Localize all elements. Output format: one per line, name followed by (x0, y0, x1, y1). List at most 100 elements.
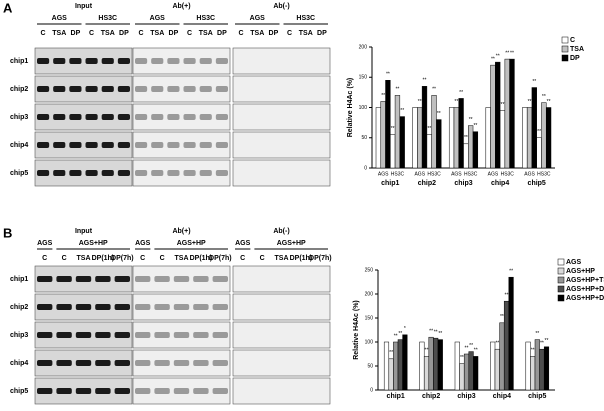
bar (437, 339, 443, 391)
gel-band (37, 276, 53, 282)
gel-band (135, 332, 151, 338)
gel-band (212, 276, 228, 282)
gel-band (56, 276, 72, 282)
bar (426, 134, 432, 169)
lane-label: DP (317, 30, 327, 37)
legend-swatch (561, 45, 569, 53)
lane-label: C (62, 255, 67, 262)
significance: ** (429, 329, 433, 335)
sub-category-label: HS3C (427, 171, 441, 177)
bar (399, 116, 405, 169)
gel-band (37, 332, 53, 338)
gel-band (167, 58, 180, 64)
significance: ** (381, 93, 385, 99)
gel-band (215, 58, 228, 64)
group-label: chip2 (418, 180, 436, 187)
row-label: chip1 (10, 276, 28, 283)
gel-band (135, 170, 148, 176)
gel-band (114, 360, 130, 366)
y-tick-label: 200 (365, 291, 374, 297)
gel-box (232, 103, 331, 131)
x-tick-label: chip5 (528, 393, 546, 400)
group-label: HS3C (98, 15, 117, 22)
gel-title: Ab(+) (172, 228, 190, 235)
y-tick-label: 150 (365, 315, 374, 321)
lane-label: TSA (101, 30, 115, 37)
significance: ** (438, 331, 442, 337)
significance: ** (469, 117, 473, 123)
bar (421, 86, 428, 169)
significance: ** (495, 341, 499, 347)
bar (402, 334, 408, 391)
bar (463, 143, 469, 169)
group-label: chip4 (491, 180, 509, 187)
bar (504, 58, 510, 169)
gel-band (151, 170, 164, 176)
bar (423, 356, 430, 391)
gel-band (193, 304, 209, 310)
gel-band (151, 86, 164, 92)
significance: ** (501, 102, 505, 108)
gel-band (117, 114, 130, 120)
lane-label: TSA (250, 30, 264, 37)
gel-band (199, 142, 212, 148)
gel-band (199, 170, 212, 176)
gel-band (135, 142, 148, 148)
gel-box (232, 265, 331, 293)
gel-band (199, 86, 212, 92)
bar (431, 95, 437, 169)
lane-label: DP (71, 30, 81, 37)
significance: ** (398, 331, 402, 337)
bar (530, 356, 536, 391)
sub-category-label: AGS (488, 171, 499, 177)
legend-label: AGS+HP (566, 268, 595, 275)
significance: ** (532, 79, 536, 85)
significance: ** (395, 87, 399, 93)
legend-swatch (557, 294, 565, 302)
bar (393, 341, 399, 391)
significance: ** (505, 293, 509, 299)
gel-band (37, 388, 53, 394)
gel-band (135, 58, 148, 64)
gel-band (56, 388, 72, 394)
significance: ** (509, 269, 513, 275)
legend-label: TSA (570, 46, 584, 53)
gel-band (37, 304, 53, 310)
lane-label: C (240, 255, 245, 262)
bar (539, 348, 545, 391)
gel-band (114, 276, 130, 282)
lane-label: TSA (52, 30, 66, 37)
gel-band (69, 114, 82, 120)
gel-band (151, 114, 164, 120)
group-label: chip1 (381, 180, 399, 187)
gel-band (135, 304, 151, 310)
gel-band (183, 142, 196, 148)
significance: ** (474, 348, 478, 354)
gel-band (53, 142, 66, 148)
gel-band (167, 170, 180, 176)
legend-swatch (557, 258, 565, 266)
sub-category-label: AGS (451, 171, 462, 177)
gel-band (173, 388, 190, 394)
lane-label: DP (169, 30, 179, 37)
gel-band (135, 114, 148, 120)
significance: ** (540, 341, 544, 347)
lane-label: TSA (175, 255, 189, 262)
gel-box (132, 47, 231, 75)
gel-box (132, 131, 231, 159)
gel-box (132, 159, 231, 187)
gel-band (95, 360, 111, 366)
significance: ** (496, 53, 500, 59)
gel-band (183, 114, 196, 120)
gel-title: Input (75, 228, 93, 235)
row-label: chip2 (10, 86, 28, 93)
gel-band (173, 360, 190, 366)
gel-band (37, 86, 50, 92)
sub-category-label: AGS (414, 171, 425, 177)
gel-band (75, 332, 92, 338)
lane-label: DP(1h) (190, 255, 213, 262)
y-axis-label: Relative H4Ac (%) (347, 78, 354, 138)
group-label: AGS+HP (177, 240, 206, 247)
legend-label: AGS (566, 259, 582, 266)
